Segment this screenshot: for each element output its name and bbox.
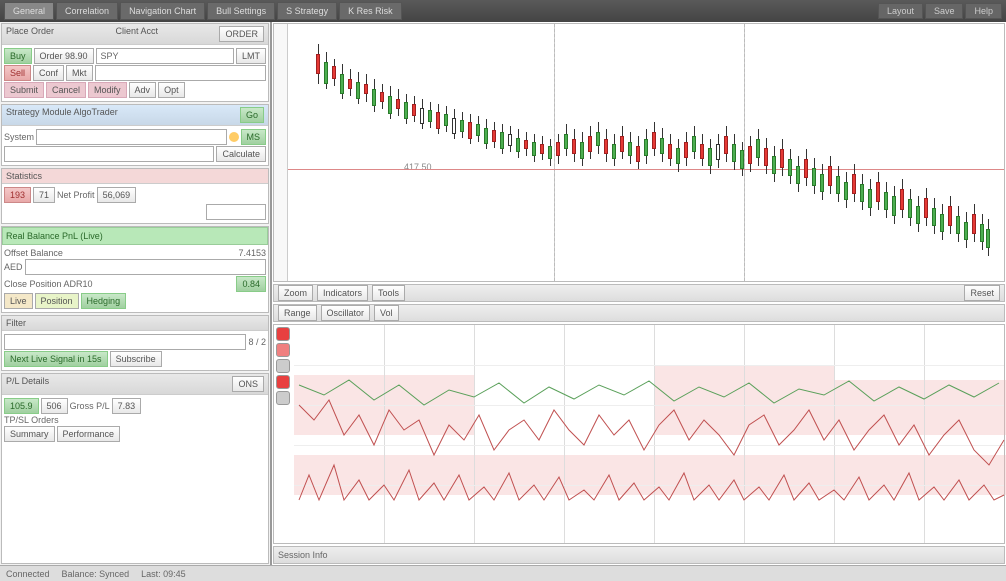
stat-inp[interactable] (206, 204, 266, 220)
status-0: Connected (6, 569, 50, 579)
close-lbl: Close Position ADR10 (4, 279, 93, 289)
sys-input[interactable] (36, 129, 226, 145)
order-sub: Client Acct (115, 26, 158, 42)
balance-bar: Real Balance PnL (Live) (2, 227, 268, 245)
stats-panel: Statistics 193 71 Net Profit 56,069 (1, 168, 269, 224)
ind-btn[interactable]: Indicators (317, 285, 368, 301)
sell-button[interactable]: Sell (4, 65, 31, 81)
stats-hdr: Statistics (6, 171, 42, 181)
tab-4[interactable]: S Strategy (277, 2, 337, 20)
ons-tag: ONS (232, 376, 264, 392)
c2: Gross P/L (70, 401, 110, 411)
ind-red2-icon[interactable] (276, 375, 290, 389)
sidebar: Place Order Client Acct ORDER Buy Order 98… (0, 22, 272, 565)
ind-grey2-icon[interactable] (276, 391, 290, 405)
status-2: Last: 09:45 (141, 569, 186, 579)
buy-button[interactable]: Buy (4, 48, 32, 64)
sum-btn[interactable]: Summary (4, 426, 55, 442)
adv-btn[interactable]: Adv (129, 82, 157, 98)
tools-btn[interactable]: Tools (372, 285, 405, 301)
close-val: 0.84 (236, 276, 266, 292)
chart-toolbar-1: Zoom Indicators Tools Reset (273, 284, 1005, 302)
filter-hdr: Filter (6, 318, 26, 328)
ofv-num: 7.4153 (238, 248, 266, 258)
ofv-lbl: Offset Balance (4, 248, 63, 258)
tp-lbl: TP/SL Orders (4, 415, 59, 425)
chart-area: 417.50 Zoom Indicators Tools Reset Range… (272, 22, 1006, 565)
strat-hdr: Strategy Module AlgoTrader (6, 107, 118, 123)
layout-button[interactable]: Layout (878, 3, 923, 19)
save-button[interactable]: Save (925, 3, 964, 19)
balance-panel: Real Balance PnL (Live) Offset Balance 7.… (1, 226, 269, 313)
qty-field[interactable]: Order 98.90 (34, 48, 94, 64)
pl-val: 56,069 (97, 187, 137, 203)
indicator-buttons (276, 327, 290, 405)
sys-lbl: System (4, 132, 34, 142)
tab-0[interactable]: General (4, 2, 54, 20)
ind-grey-icon[interactable] (276, 359, 290, 373)
order-badge: ORDER (219, 26, 264, 42)
perf-btn[interactable]: Performance (57, 426, 121, 442)
aed-inp[interactable] (25, 259, 266, 275)
chart-toolbar-2: Range Oscillator Vol (273, 304, 1005, 322)
tab-2[interactable]: Navigation Chart (120, 2, 205, 20)
status-1: Balance: Synced (62, 569, 130, 579)
np-lbl: Net Profit (57, 190, 95, 200)
ms-btn[interactable]: MS (241, 129, 267, 145)
cancel-btn[interactable]: Cancel (46, 82, 86, 98)
sym-input[interactable]: SPY (96, 48, 234, 64)
win-val: 71 (33, 187, 55, 203)
tab-5[interactable]: K Res Risk (339, 2, 402, 20)
conf-btn[interactable]: Conf (33, 65, 64, 81)
order-panel: Place Order Client Acct ORDER Buy Order 98… (1, 23, 269, 102)
reset-btn[interactable]: Reset (964, 285, 1000, 301)
c3: 7.83 (112, 398, 142, 414)
trades-val: 193 (4, 187, 31, 203)
range-btn[interactable]: Range (278, 305, 317, 321)
chart-bottom-bar: Session Info (273, 546, 1005, 564)
period-input[interactable] (4, 146, 214, 162)
session-lbl: Session Info (278, 550, 328, 560)
main-chart[interactable]: 417.50 (273, 23, 1005, 282)
zoom-btn[interactable]: Zoom (278, 285, 313, 301)
c1: 506 (41, 398, 68, 414)
osc-btn[interactable]: Oscillator (321, 305, 371, 321)
ind-pink-icon[interactable] (276, 343, 290, 357)
pl-panel: P/L DetailsONS 105.9 506 Gross P/L 7.83 … (1, 373, 269, 564)
vol-btn[interactable]: Vol (374, 305, 399, 321)
tab-1[interactable]: Correlation (56, 2, 118, 20)
strategy-panel: Strategy Module AlgoTrader Go System MS Ca… (1, 104, 269, 166)
order-hdr: Place Order (6, 26, 54, 42)
statusbar: Connected Balance: Synced Last: 09:45 (0, 565, 1006, 581)
y-axis (274, 24, 288, 281)
submit-btn[interactable]: Submit (4, 82, 44, 98)
pl-hdr: P/L Details (6, 376, 49, 392)
aed-lbl: AED (4, 262, 23, 272)
status-dot-icon (229, 132, 239, 142)
sub-btn[interactable]: Subscribe (110, 351, 162, 367)
filter-panel: Filter 8 / 2 Next Live Signal in 15sSubs… (1, 315, 269, 371)
hedge-tag[interactable]: Hedging (81, 293, 127, 309)
opt-btn[interactable]: Opt (158, 82, 185, 98)
help-button[interactable]: Help (965, 3, 1002, 19)
modify-btn[interactable]: Modify (88, 82, 127, 98)
pos-tag[interactable]: Position (35, 293, 79, 309)
filter-inp[interactable] (4, 334, 246, 350)
c0: 105.9 (4, 398, 39, 414)
go-btn[interactable]: Go (240, 107, 264, 123)
sig-lbl: Next Live Signal in 15s (4, 351, 108, 367)
lower-chart[interactable] (273, 324, 1005, 544)
tab-3[interactable]: Bull Settings (207, 2, 275, 20)
lmt-button[interactable]: LMT (236, 48, 266, 64)
mkt-btn[interactable]: Mkt (66, 65, 93, 81)
titlebar: General Correlation Navigation Chart Bul… (0, 0, 1006, 22)
calc-btn[interactable]: Calculate (216, 146, 266, 162)
ind-red-icon[interactable] (276, 327, 290, 341)
filter-val: 8 / 2 (248, 337, 266, 347)
price-input[interactable] (95, 65, 266, 81)
live-tag[interactable]: Live (4, 293, 33, 309)
price-marker: 417.50 (404, 162, 432, 172)
